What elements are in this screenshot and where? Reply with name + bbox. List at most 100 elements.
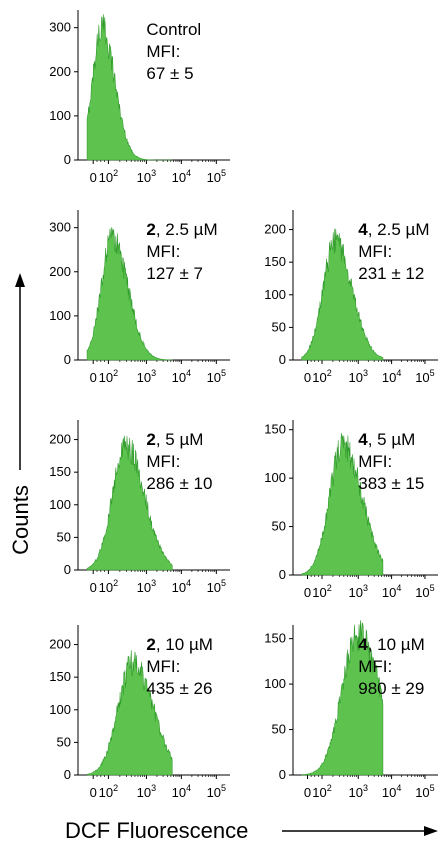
x-tick-label: 0: [90, 370, 97, 385]
mfi-value: 286 ± 10: [146, 474, 212, 493]
histogram-area: [86, 14, 173, 161]
mfi-value: 231 ± 12: [358, 264, 424, 283]
x-tick-label: 102: [312, 583, 331, 600]
x-tick-label: 102: [312, 783, 331, 800]
y-tick-label: 50: [272, 722, 286, 737]
y-axis-arrow-head: [15, 273, 25, 287]
condition-label: 2, 2.5 µM: [146, 220, 217, 239]
x-tick-label: 104: [382, 783, 401, 800]
histogram-area: [86, 227, 173, 361]
mfi-label: MFI:: [358, 657, 392, 676]
condition-label: 4, 2.5 µM: [358, 220, 429, 239]
y-tick-label: 0: [279, 567, 286, 582]
y-axis-label: Counts: [8, 485, 33, 555]
x-tick-label: 105: [207, 783, 226, 800]
x-tick-label: 105: [207, 168, 226, 185]
y-tick-label: 0: [64, 562, 71, 577]
y-tick-label: 300: [49, 20, 71, 35]
y-axis-title: Counts: [8, 273, 33, 555]
mfi-label: MFI:: [146, 242, 180, 261]
y-tick-label: 50: [272, 319, 286, 334]
condition-label: 4, 5 µM: [358, 430, 415, 449]
x-tick-label: 105: [415, 783, 434, 800]
x-axis-label: DCF Fluorescence: [65, 818, 248, 841]
x-tick-label: 104: [382, 583, 401, 600]
y-tick-label: 100: [49, 497, 71, 512]
mfi-value: 980 ± 29: [358, 679, 424, 698]
y-tick-label: 150: [264, 631, 286, 646]
x-tick-label: 103: [137, 783, 156, 800]
histogram-area: [86, 435, 173, 571]
y-tick-label: 150: [264, 254, 286, 269]
x-axis-title: DCF Fluorescence: [65, 818, 438, 841]
histogram-area: [301, 228, 384, 361]
y-tick-label: 0: [64, 767, 71, 782]
histogram-area: [301, 620, 384, 776]
x-tick-label: 103: [137, 168, 156, 185]
y-tick-label: 200: [49, 432, 71, 447]
x-tick-label: 105: [415, 368, 434, 385]
y-tick-label: 0: [279, 767, 286, 782]
y-tick-label: 300: [49, 220, 71, 235]
x-tick-label: 102: [312, 368, 331, 385]
y-tick-label: 200: [49, 637, 71, 652]
mfi-value: 127 ± 7: [146, 264, 203, 283]
x-axis-arrow-head: [424, 826, 438, 836]
y-tick-label: 100: [264, 287, 286, 302]
mfi-label: MFI:: [146, 452, 180, 471]
mfi-label: MFI:: [146, 42, 180, 61]
x-tick-label: 104: [172, 168, 191, 185]
x-tick-label: 103: [137, 368, 156, 385]
y-tick-label: 0: [64, 152, 71, 167]
y-tick-label: 100: [49, 308, 71, 323]
mfi-value: 383 ± 15: [358, 474, 424, 493]
y-tick-label: 0: [279, 352, 286, 367]
y-tick-label: 0: [64, 352, 71, 367]
x-tick-label: 104: [172, 368, 191, 385]
y-tick-label: 200: [49, 264, 71, 279]
x-tick-label: 102: [99, 368, 118, 385]
y-tick-label: 200: [49, 64, 71, 79]
mfi-value: 435 ± 26: [146, 679, 212, 698]
x-tick-label: 102: [99, 783, 118, 800]
y-tick-label: 150: [49, 669, 71, 684]
x-tick-label: 104: [172, 783, 191, 800]
condition-label: 2, 5 µM: [146, 430, 203, 449]
x-tick-label: 104: [382, 368, 401, 385]
x-tick-label: 0: [304, 585, 311, 600]
x-tick-label: 105: [207, 368, 226, 385]
mfi-label: MFI:: [358, 452, 392, 471]
x-tick-label: 104: [172, 578, 191, 595]
x-tick-label: 102: [99, 168, 118, 185]
y-tick-label: 150: [49, 464, 71, 479]
condition-label: 4, 10 µM: [358, 635, 425, 654]
x-tick-label: 103: [349, 783, 368, 800]
x-tick-label: 103: [349, 368, 368, 385]
x-tick-label: 103: [349, 583, 368, 600]
y-tick-label: 200: [264, 222, 286, 237]
y-tick-label: 100: [264, 676, 286, 691]
y-tick-label: 150: [264, 422, 286, 437]
x-tick-label: 102: [99, 578, 118, 595]
y-tick-label: 50: [57, 529, 71, 544]
y-tick-label: 100: [49, 702, 71, 717]
histogram-area: [86, 650, 173, 776]
y-tick-label: 50: [57, 734, 71, 749]
mfi-label: MFI:: [146, 657, 180, 676]
x-tick-label: 0: [90, 785, 97, 800]
x-tick-label: 0: [304, 785, 311, 800]
x-tick-label: 0: [90, 580, 97, 595]
mfi-value: 67 ± 5: [146, 64, 193, 83]
x-tick-label: 0: [90, 170, 97, 185]
mfi-label: MFI:: [358, 242, 392, 261]
x-tick-label: 105: [207, 578, 226, 595]
x-tick-label: 105: [415, 583, 434, 600]
